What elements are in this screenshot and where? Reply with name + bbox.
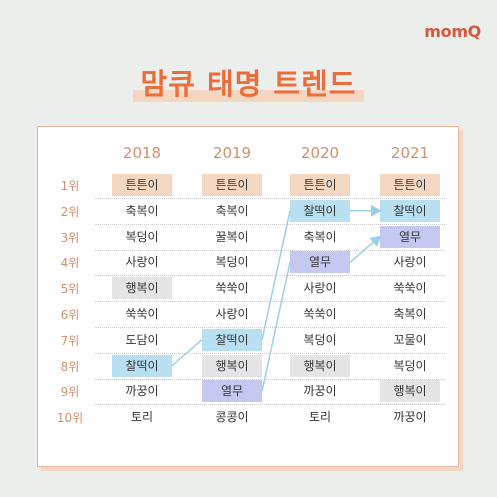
brand-logo: momQ [424,22,481,41]
name-cell: 사랑이 [215,307,249,321]
rank-label: 4위 [60,256,80,271]
row-divider [95,378,445,380]
rank-label: 6위 [60,308,80,322]
trend-arrow-열무 [349,235,382,263]
name-cell: 열무 [290,251,350,274]
name-cell: 복덩이 [393,358,427,373]
row-divider [95,326,445,328]
name-cell: 꿀복이 [215,229,249,244]
name-cell: 찰떡이 [380,199,440,222]
year-header-2019: 2019 [212,144,252,162]
name-cell: 축복이 [215,203,249,218]
name-cell: 열무 [202,380,262,403]
name-cell: 쑥쑥이 [125,307,159,321]
name-cell: 튼튼이 [112,174,172,196]
title-highlight [133,90,364,102]
row-divider [95,404,445,406]
name-cell: 복덩이 [125,229,159,244]
title-wrap: 맘큐 태명 트렌드 [0,66,497,102]
name-cell: 튼튼이 [380,174,440,196]
name-cell: 쑥쑥이 [393,281,427,296]
rank-label: 10위 [56,411,84,426]
name-cell: 축복이 [125,203,159,218]
page-title: 맘큐 태명 트렌드 [140,67,357,101]
row-divider [95,223,445,225]
name-cell: 튼튼이 [290,174,350,196]
name-cell: 복덩이 [303,332,337,347]
year-header-2020: 2020 [300,144,340,162]
name-cell: 꼬물이 [393,332,427,347]
rank-label: 5위 [60,282,80,297]
name-cell: 찰떡이 [290,199,350,222]
trend-arrow-찰떡이 [171,339,203,367]
name-cell: 토리 [130,410,154,425]
name-cell: 열무 [380,225,440,248]
name-cell: 까꿍이 [125,384,159,399]
name-cell: 축복이 [303,229,337,244]
row-divider [95,249,445,251]
rank-label: 9위 [60,385,80,400]
name-cell: 행복이 [290,354,350,377]
rank-label: 1위 [60,179,80,193]
name-cell: 튼튼이 [202,174,262,196]
name-cell: 사랑이 [303,281,337,296]
name-cell: 쑥쑥이 [215,281,249,296]
name-cell: 행복이 [380,380,440,403]
row-divider [95,197,445,199]
rank-label: 8위 [60,359,80,374]
name-cell: 까꿍이 [393,410,427,425]
name-cell: 쑥쑥이 [303,307,337,321]
name-cell: 콩콩이 [215,410,249,425]
year-header-2018: 2018 [122,144,162,162]
name-cell: 토리 [308,410,332,425]
name-cell: 찰떡이 [202,328,262,351]
name-cell: 축복이 [393,307,427,321]
name-cell: 행복이 [202,354,262,377]
name-cell: 찰떡이 [112,354,172,377]
row-divider [95,275,445,277]
name-cell: 복덩이 [215,255,249,270]
rank-label: 3위 [60,230,80,245]
rank-label: 7위 [60,333,80,348]
name-cell: 행복이 [112,277,172,300]
name-cell: 사랑이 [393,255,427,270]
name-cell: 도담이 [125,332,159,347]
name-cell: 사랑이 [125,255,159,270]
trend-arrow-열무 [261,262,291,392]
name-cell: 까꿍이 [303,384,337,399]
trend-arrow-찰떡이 [261,210,291,340]
rank-label: 2위 [60,204,80,219]
year-header-2021: 2021 [390,144,430,162]
